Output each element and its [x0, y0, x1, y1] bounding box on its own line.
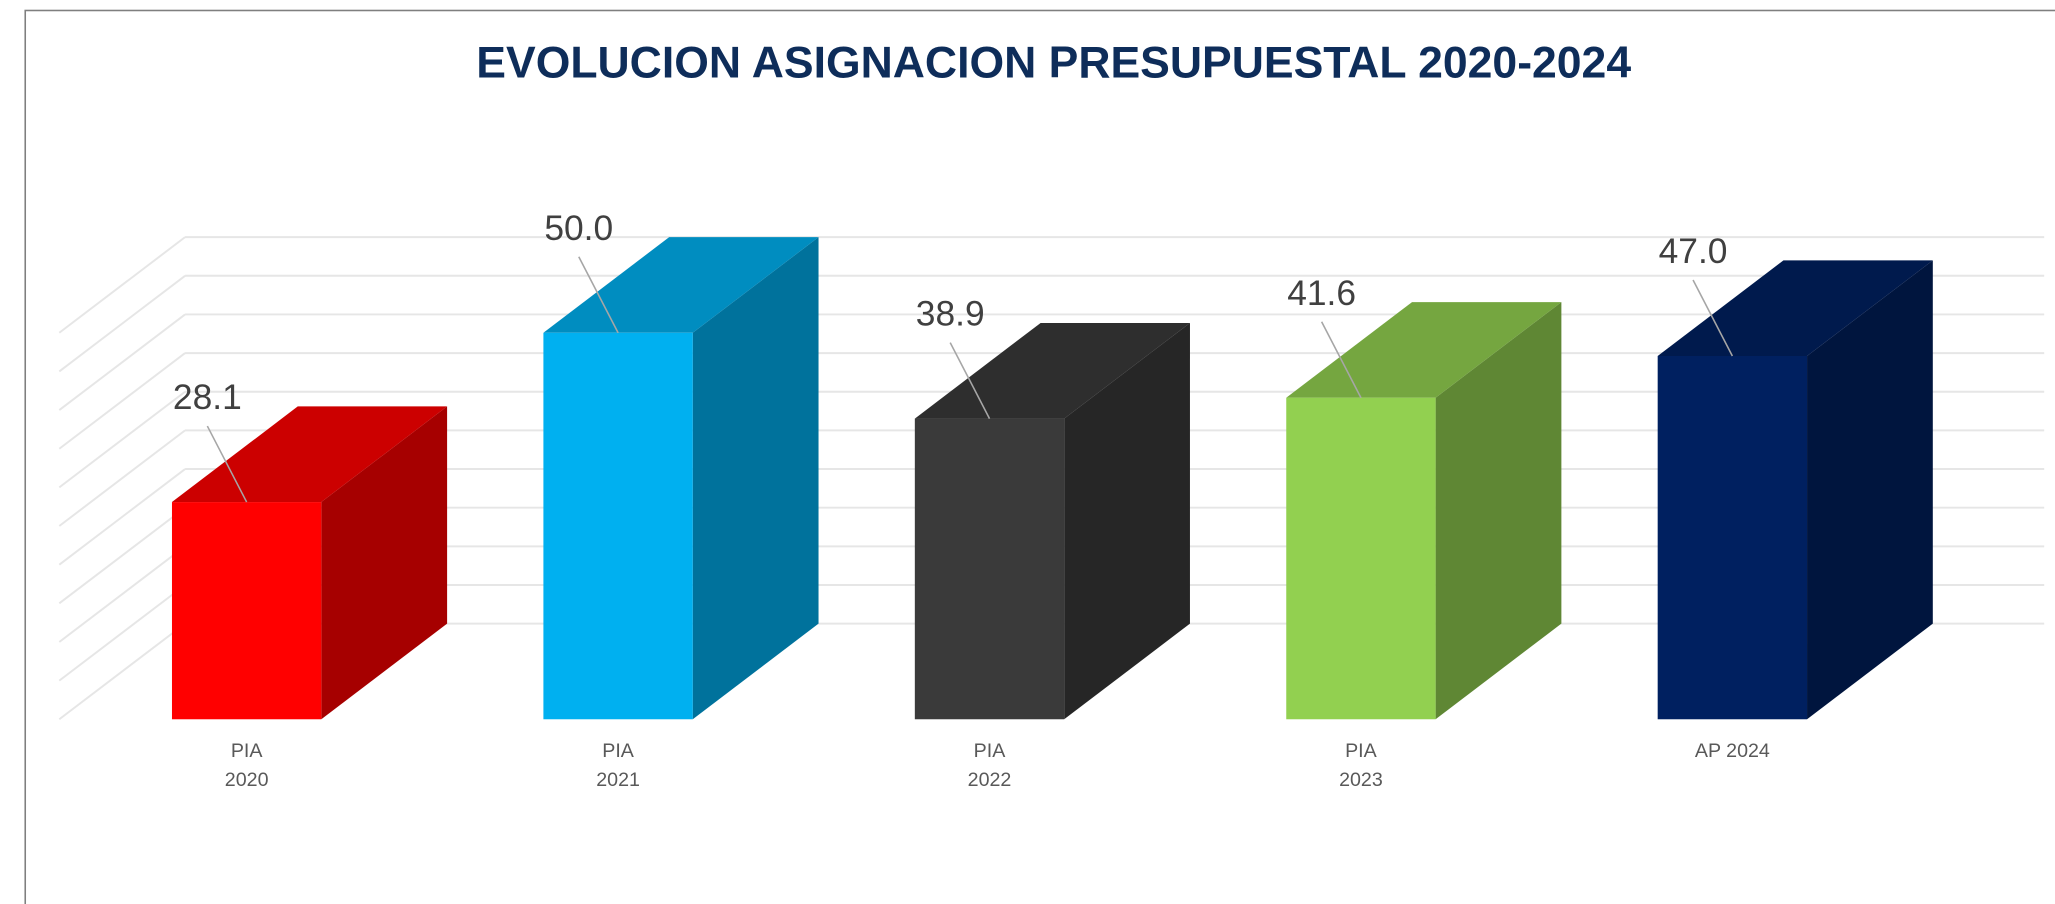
bar-front	[1657, 355, 1808, 720]
bar	[1657, 260, 1933, 720]
x-tick-label: 2023	[1339, 769, 1383, 791]
bar-front	[543, 332, 693, 720]
bar-front	[914, 418, 1065, 720]
bar-top	[171, 406, 448, 503]
bar-front	[171, 502, 322, 720]
leader-line	[206, 425, 248, 503]
bar	[914, 322, 1190, 720]
bar-side	[692, 237, 819, 720]
bar-top	[914, 322, 1190, 419]
x-tick-label: PIA	[1345, 740, 1378, 762]
bar-side	[1435, 302, 1562, 720]
leader-line	[1692, 279, 1734, 357]
bar	[171, 406, 448, 720]
grid-line	[58, 236, 186, 334]
x-tick-label: AP 2024	[1695, 740, 1770, 762]
leader-line	[949, 342, 991, 419]
grid-line	[58, 352, 186, 450]
data-label: 50.0	[544, 209, 613, 248]
bar-side	[1064, 322, 1190, 720]
bar-top	[1657, 260, 1933, 356]
bar-side	[1807, 260, 1933, 720]
grid-line	[58, 313, 186, 411]
x-tick-label: PIA	[231, 740, 264, 762]
chart-title: EVOLUCION ASIGNACION PRESUPUESTAL 2020-2…	[476, 38, 1631, 87]
bar	[543, 237, 819, 720]
data-label: 38.9	[916, 295, 985, 334]
grid-line	[58, 584, 186, 682]
leader-line	[1320, 321, 1362, 399]
grid-line	[58, 468, 186, 566]
bar-side	[321, 406, 448, 720]
leader-line	[578, 256, 619, 334]
data-label: 28.1	[173, 378, 242, 417]
bar-top	[543, 237, 819, 333]
bar	[1286, 302, 1562, 720]
grid-line	[58, 506, 186, 605]
grid-line	[58, 275, 186, 373]
data-label: 47.0	[1659, 232, 1728, 271]
bar-top	[1286, 302, 1562, 398]
grid-line	[58, 545, 186, 643]
grid-line	[58, 390, 186, 489]
grid-line	[58, 429, 186, 527]
x-tick-label: 2020	[225, 769, 269, 791]
x-tick-label: PIA	[974, 740, 1007, 762]
x-tick-label: 2021	[596, 769, 640, 791]
x-tick-label: PIA	[602, 740, 635, 762]
grid-line	[58, 622, 186, 721]
x-tick-label: 2022	[968, 769, 1012, 791]
bar-front	[1286, 397, 1436, 720]
data-label: 41.6	[1287, 274, 1356, 313]
